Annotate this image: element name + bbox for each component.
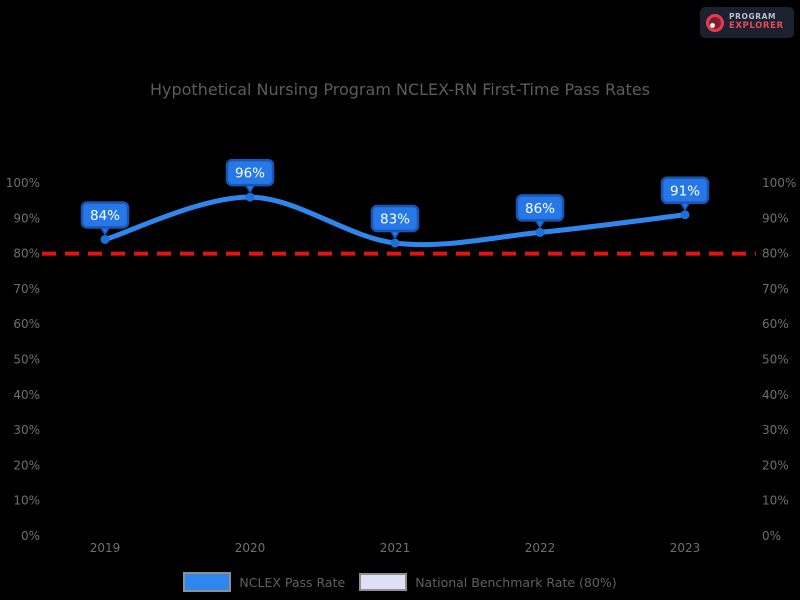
logo-line2: EXPLORER xyxy=(729,20,784,31)
y-axis-tick-label-right: 70% xyxy=(762,282,789,296)
x-axis-label: 2022 xyxy=(525,541,556,555)
data-point-marker xyxy=(100,234,110,244)
data-label: 84% xyxy=(90,208,120,224)
x-axis-label: 2019 xyxy=(90,541,121,555)
y-axis-tick-label-right: 100% xyxy=(762,176,796,190)
data-label-box xyxy=(80,201,130,229)
chart-title: Hypothetical Nursing Program NCLEX-RN Fi… xyxy=(149,80,650,99)
logo-line1: PROGRAM xyxy=(729,12,777,22)
legend-swatch-benchmark xyxy=(359,573,408,591)
logo-icon xyxy=(706,13,724,32)
data-label: 83% xyxy=(380,212,410,228)
y-axis-tick-label-right: 10% xyxy=(762,494,789,508)
logo-text: PROGRAM EXPLORER xyxy=(729,13,784,31)
y-axis-tick-label-left: 40% xyxy=(13,388,40,402)
y-axis-tick-label-left: 80% xyxy=(13,247,40,261)
y-axis-tick-label-left: 10% xyxy=(13,494,40,508)
logo: PROGRAM EXPLORER xyxy=(700,7,794,38)
legend-label-benchmark: National Benchmark Rate (80%) xyxy=(415,574,617,590)
y-axis-tick-label-right: 50% xyxy=(762,353,789,367)
legend-item-benchmark: National Benchmark Rate (80%) xyxy=(359,573,617,591)
y-axis-tick-label-left: 20% xyxy=(13,458,40,472)
y-axis-tick-label-left: 50% xyxy=(13,353,40,367)
data-label: 96% xyxy=(235,166,265,182)
y-axis-tick-label-left: 0% xyxy=(21,529,40,543)
data-label-box xyxy=(660,176,710,205)
y-axis-tick-label-right: 60% xyxy=(762,317,789,331)
y-axis-tick-label-right: 40% xyxy=(762,388,789,402)
x-axis-label: 2021 xyxy=(380,541,411,555)
data-label: 86% xyxy=(525,201,555,217)
y-axis-tick-label-left: 100% xyxy=(6,176,40,190)
y-axis-tick-label-left: 90% xyxy=(13,211,40,225)
data-point-marker xyxy=(535,227,545,237)
y-axis-tick-label-right: 90% xyxy=(762,211,789,225)
y-axis-tick-label-left: 60% xyxy=(13,317,40,331)
data-point-marker xyxy=(245,192,255,202)
legend: NCLEX Pass Rate National Benchmark Rate … xyxy=(0,572,800,592)
y-axis-tick-label-right: 20% xyxy=(762,458,789,472)
y-axis-tick-label-right: 0% xyxy=(762,529,781,543)
y-axis-tick-label-right: 80% xyxy=(762,247,789,261)
x-axis-label: 2023 xyxy=(670,541,701,555)
data-label-box xyxy=(225,158,275,187)
data-point-marker xyxy=(680,210,690,220)
data-label: 91% xyxy=(670,183,700,199)
data-point-marker xyxy=(390,238,400,248)
y-axis-tick-label-left: 30% xyxy=(13,423,40,437)
x-axis-label: 2020 xyxy=(235,541,266,555)
legend-item-pass-rate: NCLEX Pass Rate xyxy=(183,572,345,592)
legend-label-pass-rate: NCLEX Pass Rate xyxy=(239,574,346,590)
legend-swatch-pass-rate xyxy=(183,572,232,592)
data-label-box xyxy=(370,204,420,233)
data-label-box xyxy=(515,194,565,222)
y-axis-tick-label-left: 70% xyxy=(13,282,40,296)
y-axis-tick-label-right: 30% xyxy=(762,423,789,437)
